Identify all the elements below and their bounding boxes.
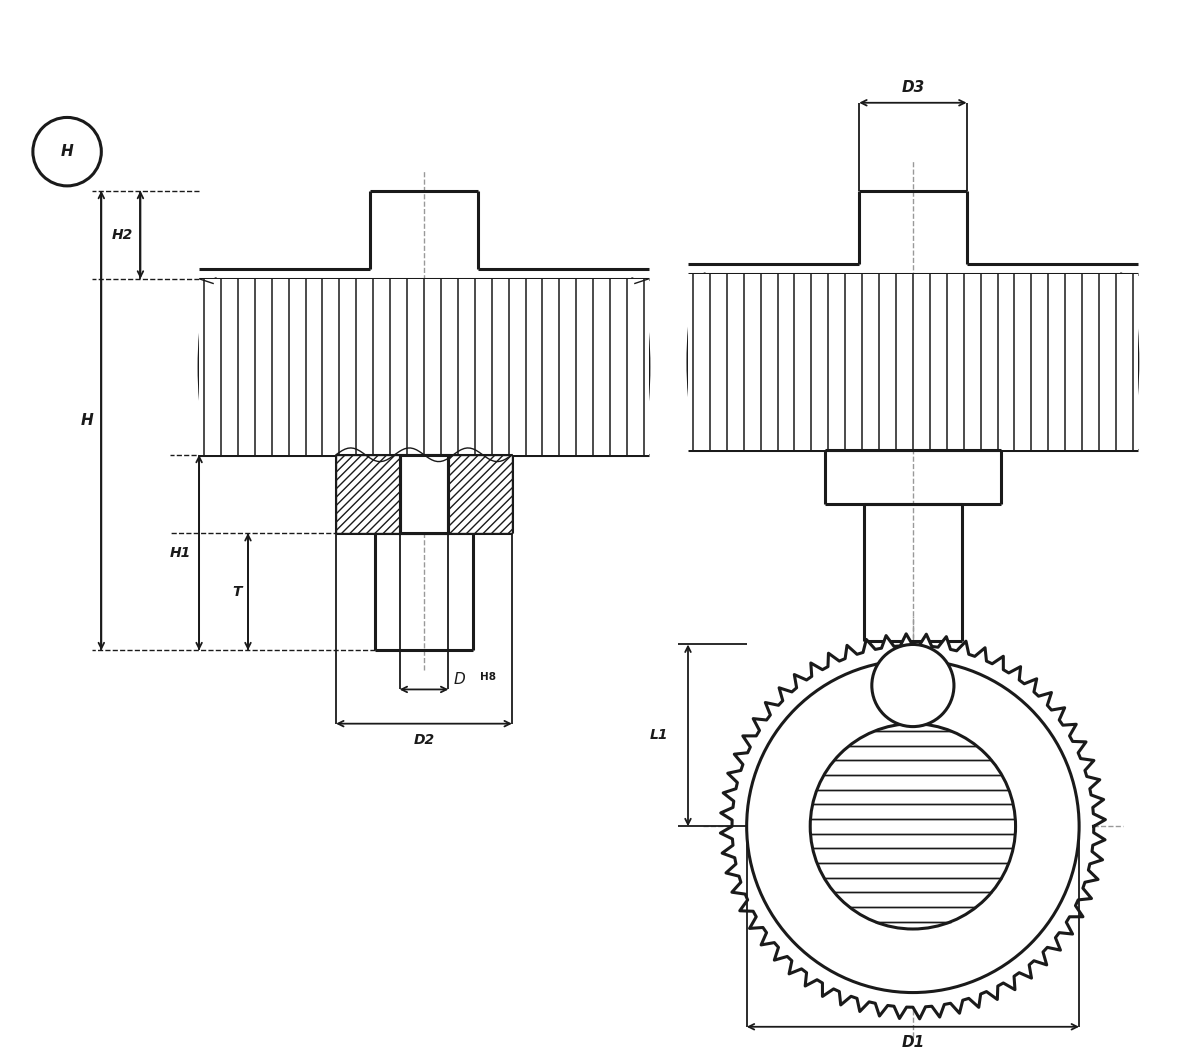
Circle shape: [32, 117, 101, 186]
Polygon shape: [720, 634, 1105, 1019]
Text: H: H: [80, 413, 94, 428]
Polygon shape: [336, 455, 400, 533]
Text: D1: D1: [901, 1035, 924, 1050]
Text: H8: H8: [480, 672, 496, 681]
Text: H: H: [61, 144, 73, 159]
Text: L1: L1: [650, 728, 668, 743]
Text: H2: H2: [112, 227, 133, 242]
Text: H1: H1: [170, 546, 191, 560]
Polygon shape: [449, 455, 512, 533]
Circle shape: [746, 660, 1079, 992]
Text: D2: D2: [414, 733, 434, 747]
Text: T: T: [233, 585, 242, 599]
Polygon shape: [400, 455, 449, 533]
Polygon shape: [199, 278, 649, 455]
Text: D3: D3: [901, 80, 924, 95]
Circle shape: [872, 644, 954, 727]
Circle shape: [810, 724, 1015, 929]
Text: $D$: $D$: [454, 671, 467, 687]
Polygon shape: [688, 274, 1138, 450]
